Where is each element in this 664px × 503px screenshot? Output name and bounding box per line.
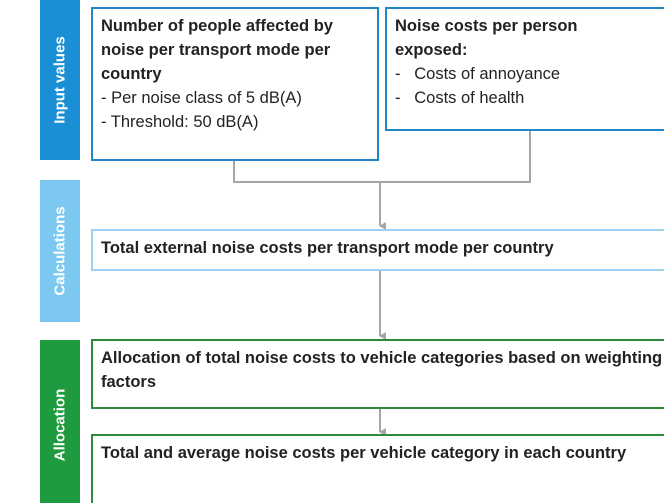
stage-bar: Allocation xyxy=(40,340,80,503)
stage-label: Allocation xyxy=(51,388,69,462)
input-box: Number of people affected by noise per t… xyxy=(91,7,379,161)
stage-label: Input values xyxy=(51,36,69,124)
box-title: Total and average noise costs per vehicl… xyxy=(101,444,627,462)
stage-bar: Input values xyxy=(40,0,80,160)
box-title: Number of people affected by noise per t… xyxy=(101,17,333,83)
box-title: Allocation of total noise costs to vehic… xyxy=(101,349,663,391)
stage-bar: Calculations xyxy=(40,180,80,322)
allocation-box: Allocation of total noise costs to vehic… xyxy=(91,339,664,409)
box-item: - Threshold: 50 dB(A) xyxy=(101,113,259,131)
input-box: Noise costs per person exposed: - Costs … xyxy=(385,7,664,131)
box-title: Total external noise costs per transport… xyxy=(101,239,554,257)
stage-label: Calculations xyxy=(51,206,69,296)
box-item: - Costs of annoyance xyxy=(395,65,561,83)
allocation-box: Total and average noise costs per vehicl… xyxy=(91,434,664,503)
box-title: Noise costs per person exposed: xyxy=(395,17,578,59)
merge-line xyxy=(233,130,531,183)
box-item: - Costs of health xyxy=(395,89,525,107)
box-item: - Per noise class of 5 dB(A) xyxy=(101,89,302,107)
calculation-box: Total external noise costs per transport… xyxy=(91,229,664,271)
